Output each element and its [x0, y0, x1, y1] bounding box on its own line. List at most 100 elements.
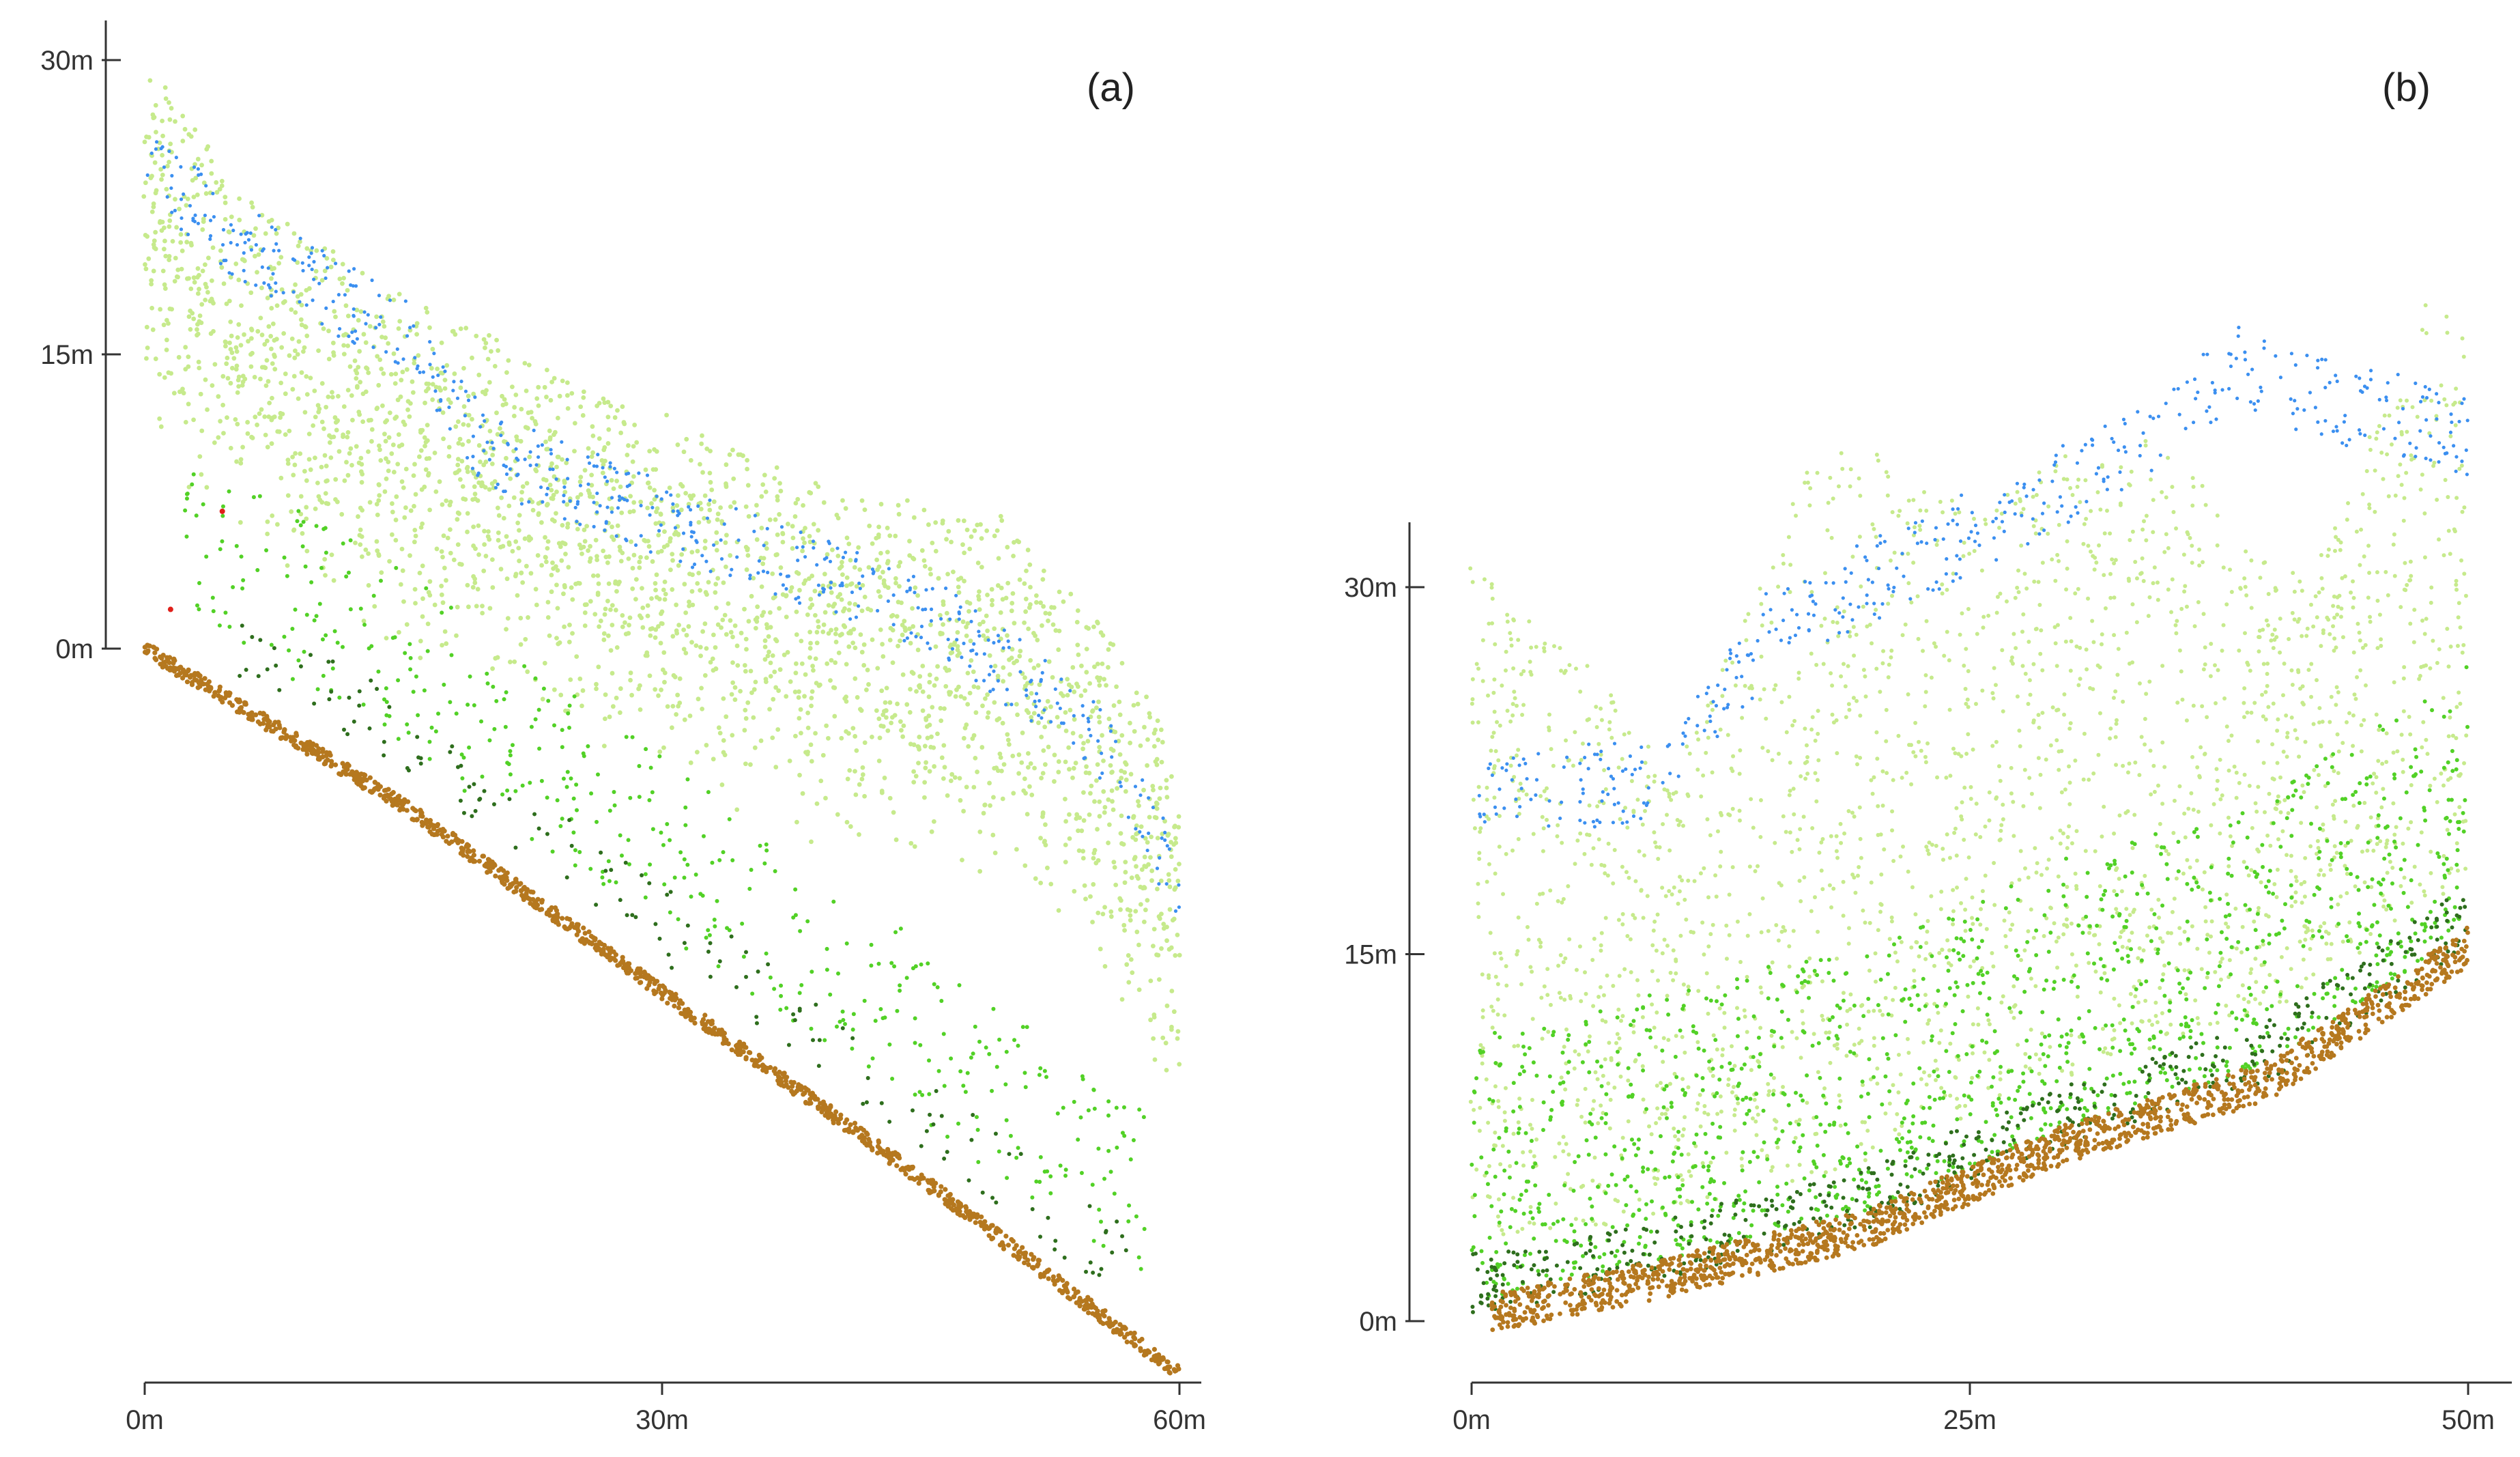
- canopy-point: [582, 539, 588, 544]
- canopy-point: [198, 391, 203, 397]
- canopy-top-point: [182, 192, 186, 196]
- ground-point: [324, 753, 329, 759]
- canopy-point: [423, 305, 429, 311]
- canopy-point: [369, 427, 375, 432]
- canopy-point: [195, 331, 201, 337]
- canopy-point: [455, 517, 460, 522]
- canopy-point: [554, 464, 559, 470]
- canopy-point: [695, 548, 700, 554]
- ground-point: [672, 1003, 677, 1009]
- canopy-point: [1158, 727, 1164, 733]
- canopy-point: [1156, 914, 1162, 919]
- canopy-point: [2224, 602, 2229, 607]
- canopy-point: [209, 278, 214, 283]
- understory-point: [588, 866, 593, 871]
- canopy-top-point: [779, 572, 783, 576]
- canopy-point: [262, 341, 268, 347]
- canopy-point: [1142, 724, 1147, 730]
- canopy-point: [212, 362, 218, 367]
- canopy-top-point: [835, 546, 840, 550]
- canopy-point: [581, 389, 586, 395]
- canopy-point: [1029, 715, 1034, 720]
- canopy-top-point: [1080, 704, 1085, 708]
- understory-point: [324, 633, 328, 638]
- canopy-point: [739, 630, 744, 636]
- canopy-top-point: [625, 539, 629, 543]
- canopy-top-point: [262, 281, 266, 285]
- canopy-point: [710, 656, 715, 662]
- canopy-point: [472, 492, 478, 496]
- canopy-point: [218, 248, 223, 253]
- canopy-point: [842, 606, 847, 611]
- ground-point: [290, 735, 296, 740]
- canopy-point: [995, 583, 1001, 588]
- ground-point: [1083, 1298, 1089, 1303]
- canopy-point: [184, 276, 190, 281]
- canopy-point: [793, 661, 799, 666]
- canopy-point: [448, 550, 453, 556]
- canopy-point: [334, 499, 340, 505]
- canopy-point: [167, 218, 173, 223]
- canopy-top-point: [1042, 708, 1046, 712]
- canopy-point: [188, 286, 194, 292]
- canopy-point: [1097, 744, 1102, 750]
- canopy-point: [911, 670, 916, 676]
- canopy-top-point: [476, 471, 481, 475]
- canopy-point: [797, 716, 802, 721]
- canopy-point: [1063, 860, 1068, 865]
- canopy-point: [878, 502, 884, 507]
- canopy-point: [376, 482, 382, 487]
- canopy-point: [388, 371, 394, 377]
- shrub-point: [308, 653, 313, 657]
- ground-point: [553, 905, 558, 911]
- canopy-point: [1059, 691, 1063, 696]
- canopy-point: [840, 572, 845, 578]
- canopy-point: [777, 512, 782, 517]
- canopy-point: [580, 688, 586, 693]
- canopy-point: [589, 454, 595, 459]
- shrub-point: [470, 814, 474, 819]
- understory-point: [1048, 1191, 1053, 1196]
- canopy-point: [162, 282, 167, 287]
- canopy-point: [1034, 599, 1039, 605]
- canopy-point: [1170, 918, 1175, 923]
- canopy-point: [821, 500, 827, 505]
- shrub-point: [327, 697, 332, 702]
- canopy-top-point: [971, 648, 975, 653]
- canopy-point: [2308, 844, 2313, 849]
- understory-point: [764, 842, 769, 847]
- canopy-point: [911, 780, 917, 785]
- canopy-point: [1033, 876, 1038, 881]
- canopy-point: [272, 367, 278, 372]
- canopy-point: [938, 630, 943, 636]
- canopy-point: [564, 380, 570, 385]
- canopy-point: [822, 610, 828, 615]
- canopy-point: [964, 527, 970, 533]
- canopy-top-point: [269, 294, 273, 298]
- canopy-point: [189, 242, 194, 248]
- canopy-point: [1118, 898, 1123, 903]
- canopy-point: [742, 663, 747, 668]
- canopy-point: [702, 493, 708, 498]
- canopy-top-point: [523, 457, 527, 462]
- understory-point: [204, 554, 209, 559]
- shrub-point: [472, 782, 476, 787]
- understory-point: [1037, 1179, 1042, 1184]
- canopy-point: [235, 390, 240, 395]
- red-point: [167, 606, 173, 612]
- canopy-point: [977, 589, 982, 594]
- canopy-point: [234, 363, 240, 369]
- canopy-point: [164, 186, 169, 192]
- canopy-point: [1024, 568, 1029, 574]
- canopy-point: [444, 578, 448, 583]
- canopy-point: [881, 581, 887, 586]
- canopy-point: [715, 576, 721, 581]
- canopy-point: [832, 582, 837, 587]
- canopy-point: [901, 723, 906, 728]
- canopy-point: [875, 567, 880, 572]
- canopy-point: [793, 500, 799, 506]
- canopy-point: [2190, 503, 2195, 508]
- ground-point: [277, 725, 283, 731]
- ground-point: [291, 742, 297, 748]
- ground-point: [611, 956, 616, 961]
